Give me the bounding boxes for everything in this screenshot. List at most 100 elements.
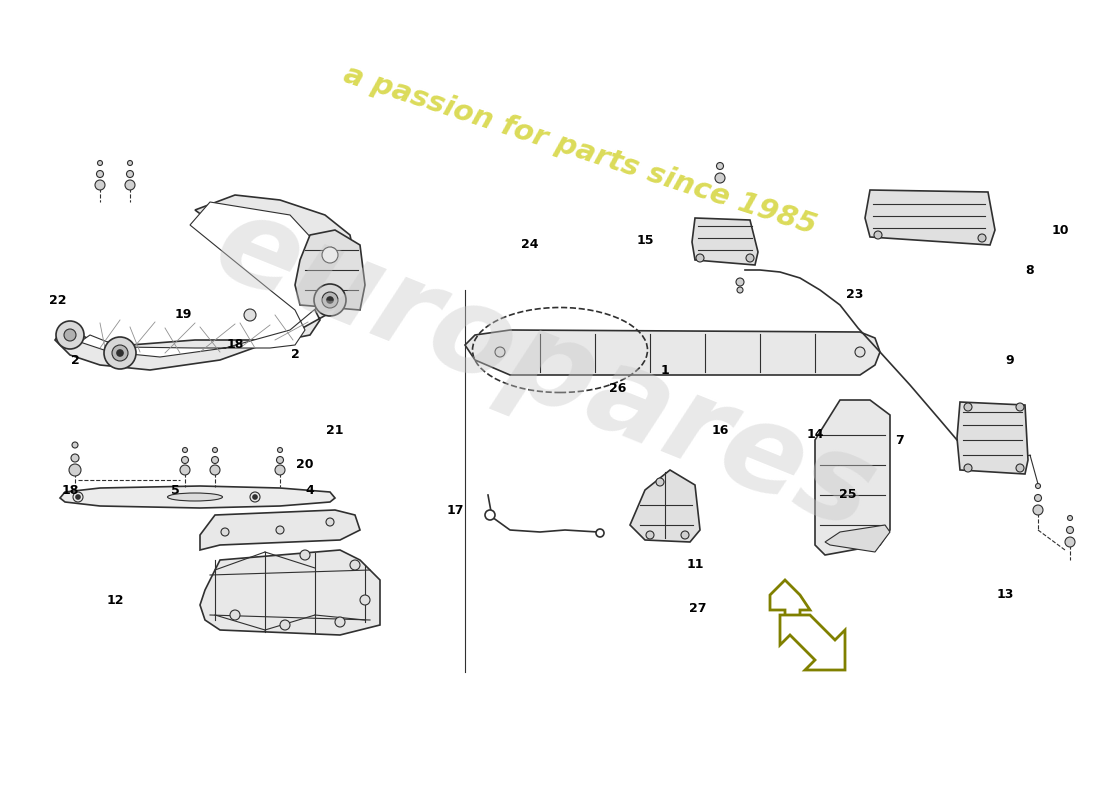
- Circle shape: [212, 447, 218, 453]
- Circle shape: [76, 495, 80, 499]
- Circle shape: [72, 442, 78, 448]
- Text: 1: 1: [661, 363, 670, 377]
- Circle shape: [855, 347, 865, 357]
- Circle shape: [322, 247, 338, 263]
- Circle shape: [1067, 515, 1072, 521]
- Circle shape: [72, 454, 79, 462]
- Circle shape: [221, 528, 229, 536]
- Circle shape: [1033, 505, 1043, 515]
- Text: 13: 13: [997, 589, 1014, 602]
- Text: 12: 12: [107, 594, 123, 606]
- Circle shape: [326, 518, 334, 526]
- Circle shape: [182, 457, 188, 463]
- Circle shape: [646, 531, 654, 539]
- Circle shape: [1016, 403, 1024, 411]
- Text: 8: 8: [1025, 263, 1034, 277]
- Polygon shape: [60, 486, 336, 508]
- Circle shape: [98, 161, 102, 166]
- Circle shape: [56, 321, 84, 349]
- Circle shape: [874, 231, 882, 239]
- Circle shape: [230, 610, 240, 620]
- Circle shape: [211, 457, 219, 463]
- Polygon shape: [200, 510, 360, 550]
- Text: 27: 27: [690, 602, 706, 614]
- Circle shape: [250, 492, 260, 502]
- Circle shape: [736, 278, 744, 286]
- Text: 20: 20: [296, 458, 314, 471]
- Text: 18: 18: [227, 338, 244, 351]
- Circle shape: [350, 560, 360, 570]
- Polygon shape: [80, 202, 324, 357]
- Circle shape: [300, 550, 310, 560]
- Text: 11: 11: [686, 558, 704, 571]
- Circle shape: [495, 347, 505, 357]
- Text: 25: 25: [839, 489, 857, 502]
- Circle shape: [327, 297, 333, 303]
- Circle shape: [117, 350, 123, 356]
- Text: 18: 18: [62, 483, 79, 497]
- Circle shape: [336, 617, 345, 627]
- Circle shape: [128, 161, 132, 166]
- Text: 23: 23: [846, 289, 864, 302]
- Circle shape: [126, 170, 133, 178]
- Circle shape: [360, 595, 370, 605]
- Text: 9: 9: [1005, 354, 1014, 366]
- Ellipse shape: [167, 493, 222, 501]
- Circle shape: [324, 287, 336, 299]
- Circle shape: [978, 234, 986, 242]
- Text: 22: 22: [50, 294, 67, 306]
- Circle shape: [746, 254, 754, 262]
- Circle shape: [696, 254, 704, 262]
- Polygon shape: [825, 525, 890, 552]
- Text: 16: 16: [712, 423, 728, 437]
- Text: 26: 26: [609, 382, 627, 394]
- Circle shape: [73, 492, 82, 502]
- Polygon shape: [295, 230, 365, 310]
- Circle shape: [253, 495, 257, 499]
- Polygon shape: [865, 190, 996, 245]
- Circle shape: [314, 284, 346, 316]
- Circle shape: [64, 329, 76, 341]
- Text: 24: 24: [521, 238, 539, 251]
- Text: 4: 4: [306, 483, 315, 497]
- Text: a passion for parts since 1985: a passion for parts since 1985: [340, 60, 820, 240]
- Circle shape: [244, 309, 256, 321]
- Circle shape: [210, 465, 220, 475]
- Circle shape: [275, 465, 285, 475]
- Circle shape: [1016, 464, 1024, 472]
- Polygon shape: [630, 470, 700, 542]
- Circle shape: [180, 465, 190, 475]
- Text: europares: europares: [199, 185, 891, 555]
- Circle shape: [716, 162, 724, 170]
- Polygon shape: [200, 550, 380, 635]
- Circle shape: [276, 526, 284, 534]
- Circle shape: [69, 464, 81, 476]
- Text: 7: 7: [895, 434, 904, 446]
- Text: 10: 10: [1052, 223, 1069, 237]
- Circle shape: [737, 287, 742, 293]
- Polygon shape: [770, 580, 810, 630]
- Circle shape: [95, 180, 104, 190]
- Circle shape: [485, 510, 495, 520]
- Polygon shape: [692, 218, 758, 265]
- Circle shape: [277, 447, 283, 453]
- Text: 21: 21: [327, 423, 343, 437]
- Polygon shape: [780, 615, 845, 670]
- Circle shape: [1065, 537, 1075, 547]
- Circle shape: [1067, 526, 1074, 534]
- Circle shape: [322, 292, 338, 308]
- Text: 19: 19: [174, 309, 191, 322]
- Circle shape: [715, 173, 725, 183]
- Circle shape: [125, 180, 135, 190]
- Polygon shape: [55, 195, 355, 370]
- Polygon shape: [957, 402, 1028, 474]
- Circle shape: [1034, 494, 1042, 502]
- Circle shape: [276, 457, 284, 463]
- Text: 5: 5: [170, 483, 179, 497]
- Circle shape: [104, 337, 136, 369]
- Circle shape: [183, 447, 187, 453]
- Circle shape: [681, 531, 689, 539]
- Circle shape: [280, 620, 290, 630]
- Circle shape: [964, 403, 972, 411]
- Circle shape: [656, 478, 664, 486]
